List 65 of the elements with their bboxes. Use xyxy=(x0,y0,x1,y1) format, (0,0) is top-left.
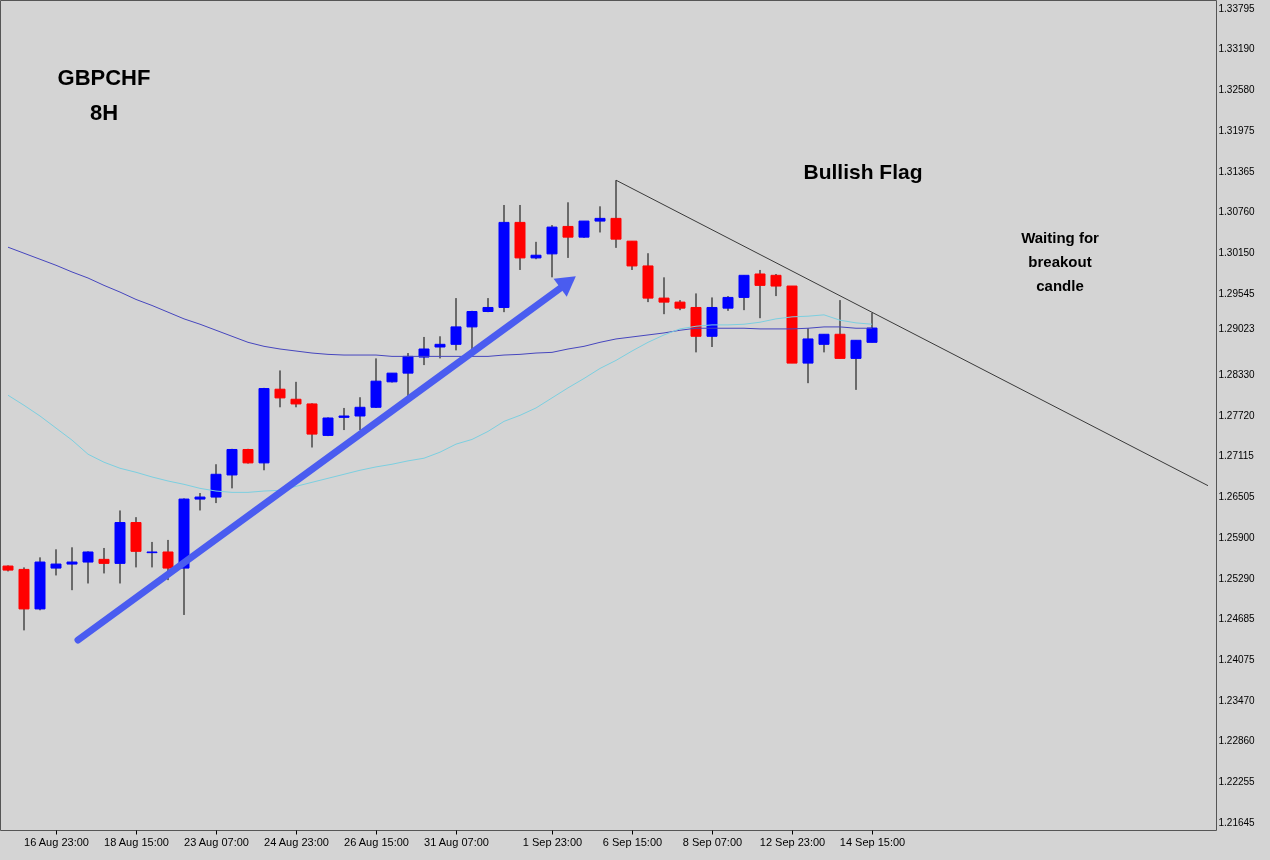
candlestick xyxy=(274,369,286,408)
candlestick xyxy=(50,548,62,576)
x-tick-label: 14 Sep 15:00 xyxy=(839,835,906,848)
candlestick xyxy=(770,273,782,297)
x-tick-label: 12 Sep 23:00 xyxy=(759,835,826,848)
y-tick-label: 1.26505 xyxy=(1218,491,1256,503)
y-tick-label: 1.32580 xyxy=(1218,84,1256,96)
candlestick xyxy=(530,241,542,260)
candlestick xyxy=(450,297,462,351)
x-tick-label: 18 Aug 15:00 xyxy=(104,835,169,848)
candlestick xyxy=(610,179,622,249)
y-tick-label: 1.24685 xyxy=(1218,613,1256,625)
y-tick-label: 1.30150 xyxy=(1218,247,1256,259)
annotation: Waiting for breakout candle xyxy=(1021,229,1100,294)
y-tick-label: 1.22255 xyxy=(1218,775,1256,787)
x-tick-label: 23 Aug 07:00 xyxy=(184,835,249,848)
candlestick xyxy=(754,269,766,319)
candlestick xyxy=(354,396,366,431)
x-tick-label: 6 Sep 15:00 xyxy=(602,835,663,848)
y-tick-label: 1.29023 xyxy=(1218,322,1256,334)
y-tick-label: 1.27115 xyxy=(1218,450,1255,462)
y-tick-label: 1.29545 xyxy=(1218,287,1256,299)
y-tick-label: 1.25900 xyxy=(1218,531,1256,543)
candlestick xyxy=(738,274,750,311)
candlestick xyxy=(866,312,878,343)
candlestick xyxy=(98,547,110,574)
x-tick-label: 24 Aug 23:00 xyxy=(264,835,329,848)
candlestick xyxy=(658,276,670,315)
y-tick-label: 1.30760 xyxy=(1218,206,1256,218)
y-tick-label: 1.28330 xyxy=(1218,368,1256,380)
candlestick xyxy=(850,339,862,391)
y-tick-label: 1.25290 xyxy=(1218,572,1256,584)
x-tick-label: 31 Aug 07:00 xyxy=(424,835,489,848)
annotation: Bullish Flag xyxy=(803,160,923,183)
candlestick xyxy=(818,333,830,353)
candlestick xyxy=(562,201,574,259)
y-tick-label: 1.31365 xyxy=(1218,165,1256,177)
y-tick-label: 1.31975 xyxy=(1218,124,1256,136)
y-tick-label: 1.23470 xyxy=(1218,694,1256,706)
candlestick xyxy=(194,492,206,511)
y-tick-label: 1.21645 xyxy=(1218,816,1256,828)
line-series xyxy=(7,314,873,493)
candlestick xyxy=(418,336,430,366)
candlestick xyxy=(402,352,414,398)
y-tick-label: 1.24075 xyxy=(1218,654,1256,666)
y-tick-label: 1.33795 xyxy=(1218,2,1256,14)
x-tick-label: 26 Aug 15:00 xyxy=(344,835,409,848)
candlestick xyxy=(290,381,302,408)
candlestick xyxy=(338,407,350,431)
x-tick-label: 16 Aug 23:00 xyxy=(24,835,89,848)
candlestick xyxy=(434,335,446,359)
x-tick-label: 8 Sep 07:00 xyxy=(682,835,743,848)
candlestick xyxy=(594,205,606,233)
y-tick-label: 1.22860 xyxy=(1218,735,1256,747)
candlestick xyxy=(482,297,494,313)
y-tick-label: 1.33190 xyxy=(1218,43,1256,55)
candlestick xyxy=(66,546,78,591)
text: GBPCHF 8H xyxy=(57,65,151,126)
candlestick xyxy=(466,310,478,351)
candlestick xyxy=(162,539,174,581)
x-tick-label: 1 Sep 23:00 xyxy=(522,835,583,848)
candlestick xyxy=(146,541,158,568)
candlestick xyxy=(210,463,222,504)
y-tick-label: 1.27720 xyxy=(1218,409,1256,421)
candlestick xyxy=(82,550,94,584)
